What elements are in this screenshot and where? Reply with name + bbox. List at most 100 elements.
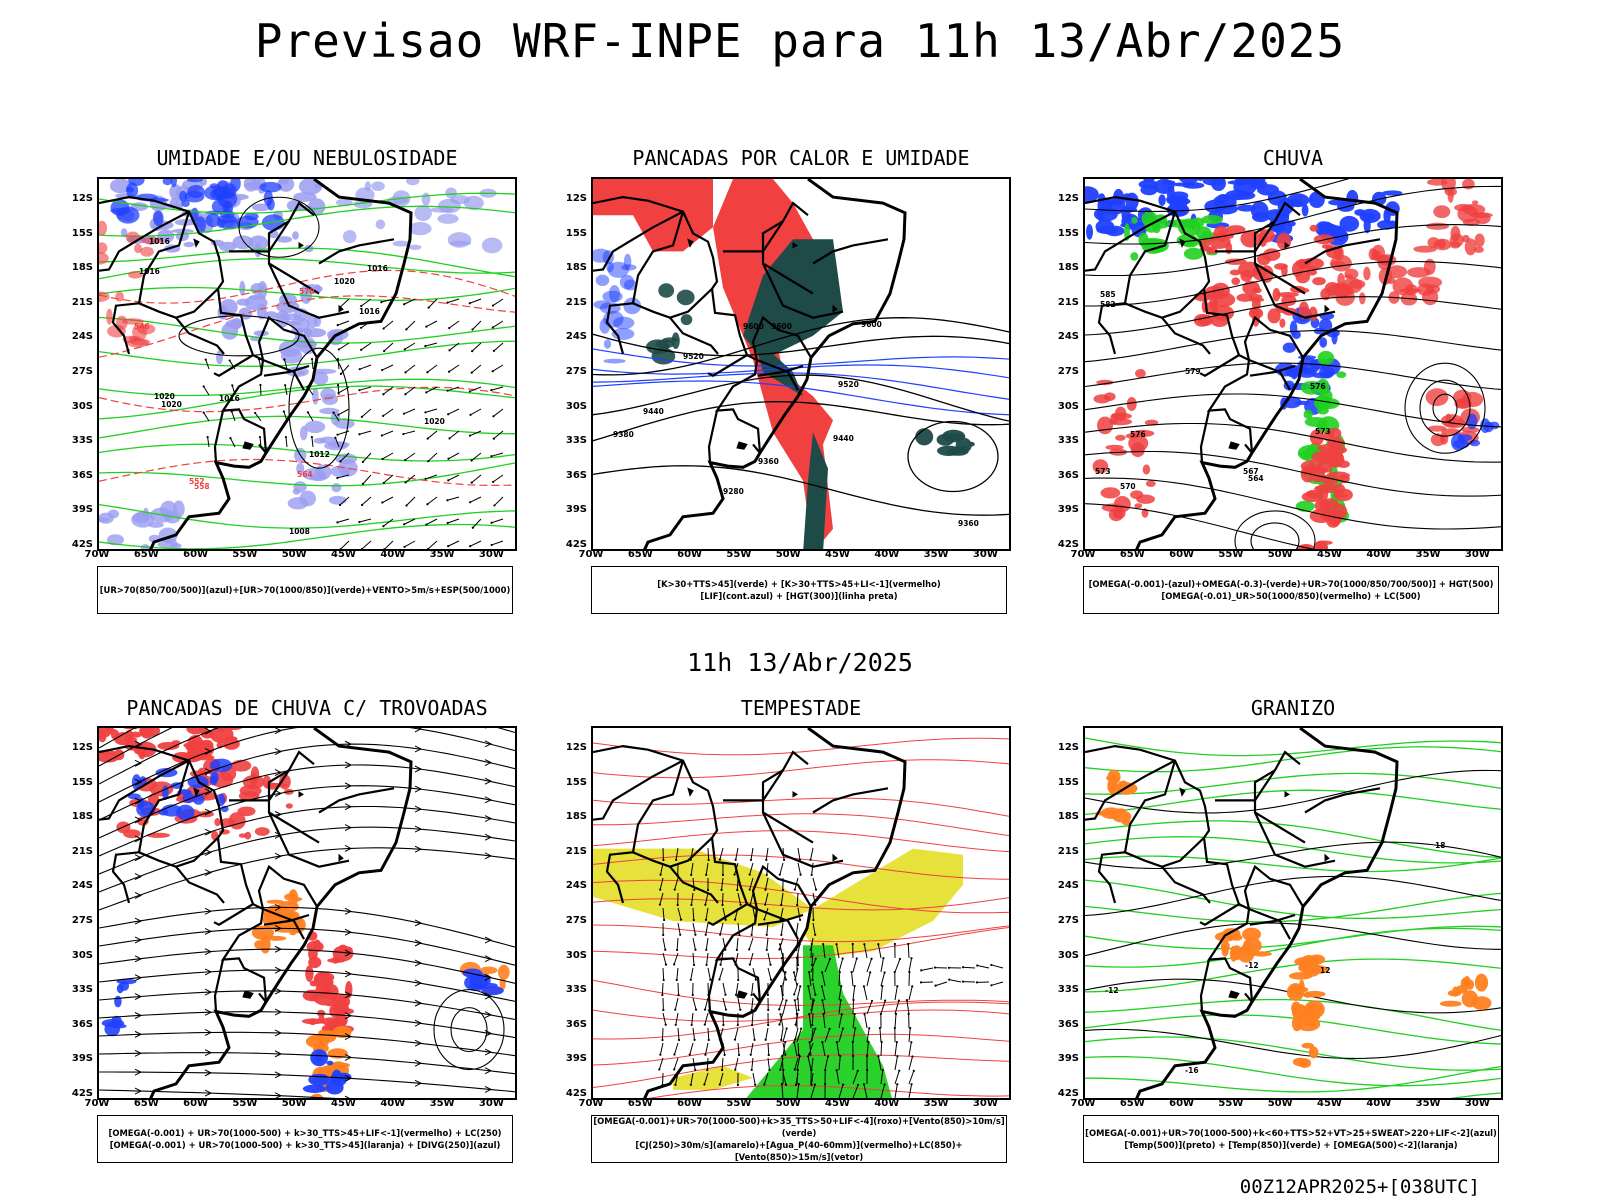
lat-tick-label: 15S [71,776,93,788]
lon-tick-label: 35W [429,549,455,560]
legend-pancadas-calor: [K>30+TTS>45](verde) + [K>30+TTS>45+LI<-… [591,566,1007,614]
svg-text:1020: 1020 [161,400,182,409]
lon-tick-label: 50W [281,549,307,560]
lat-tick-label: 36S [1057,469,1079,481]
lat-tick-label: 27S [565,366,587,377]
map-pancadas-calor: 9600 9520 9440 9360 9280 9600 9600 9520 9440 9360… [591,177,1011,551]
legend-umidade: [UR>70(850/700/500)](azul)+[UR>70(1000/8… [97,566,513,614]
lon-tick-label: 70W [1070,1098,1096,1109]
lon-tick-label: 30W [478,1098,504,1109]
lon-tick-label: 65W [627,549,653,560]
svg-text:9600: 9600 [861,320,882,329]
svg-text:-12: -12 [1105,986,1119,995]
lon-tick-label: 60W [1169,1098,1195,1109]
forecast-date-label: 11h 13/Abr/2025 [687,648,913,677]
lat-tick-label: 30S [1057,400,1079,412]
lat-tick-label: 39S [71,1053,93,1065]
lat-tick-label: 24S [71,880,93,892]
legend-line: [OMEGA(-0.001)-(azul)+OMEGA(-0.3)-(verde… [1088,579,1494,589]
lat-tick-label: 39S [565,1053,587,1065]
legend-chuva: [OMEGA(-0.001)-(azul)+OMEGA(-0.3)-(verde… [1083,566,1499,614]
lat-tick-label: 18S [71,811,93,823]
lon-tick-label: 30W [972,549,998,560]
lat-tick-label: 33S [1057,435,1079,447]
svg-text:1016: 1016 [139,267,160,276]
legend-line: [OMEGA(-0.001) + UR>70(1000-500) + k>30_… [109,1140,501,1150]
lat-tick-label: 30S [71,400,93,412]
svg-text:9520: 9520 [683,352,704,361]
lon-tick-label: 50W [775,549,801,560]
legend-granizo: [OMEGA(-0.001)+UR>70(1000-500)+k<60+TTS>… [1083,1115,1499,1163]
svg-text:573: 573 [1095,467,1111,476]
svg-text:1016: 1016 [149,237,170,246]
lon-tick-label: 35W [923,1098,949,1109]
lat-tick-label: 21S [1057,845,1079,857]
lat-tick-label: 39S [565,504,587,516]
map-umidade: 1016 1016 1020 1016 1016 1020 1020 1016 1012 1020… [97,177,517,551]
svg-text:567: 567 [1243,467,1259,476]
page-title: Previsao WRF-INPE para 11h 13/Abr/2025 [254,14,1346,68]
lon-tick-label: 55W [232,1098,258,1109]
svg-text:9360: 9360 [758,457,779,466]
map-plot-tempestade [593,728,1009,1098]
legend-line: [LIF](cont.azul) + [HGT(300)](linha pret… [700,591,898,601]
lat-tick-label: 33S [565,984,587,996]
lon-tick-label: 40W [1366,549,1392,560]
lat-tick-label: 15S [1057,776,1079,788]
lat-tick-label: 36S [565,1018,587,1030]
legend-trovoadas: [OMEGA(-0.001) + UR>70(1000-500) + k>30_… [97,1115,513,1163]
lat-tick-label: 24S [1057,331,1079,343]
lat-tick-label: 33S [71,984,93,996]
svg-text:585: 585 [1100,290,1116,299]
lat-tick-label: 27S [1057,915,1079,926]
lon-tick-label: 70W [1070,549,1096,560]
lat-tick-label: 18S [1057,262,1079,274]
lon-tick-label: 60W [677,1098,703,1109]
map-plot-granizo: -12 -12 -16 12 18 [1085,728,1501,1098]
lon-tick-label: 60W [1169,549,1195,560]
lon-tick-label: 35W [1415,1098,1441,1109]
lat-tick-label: 15S [565,227,587,239]
lat-tick-label: 36S [1057,1018,1079,1030]
map-trovoadas [97,726,517,1100]
lat-tick-label: 15S [565,776,587,788]
lat-tick-label: 27S [1057,366,1079,377]
lon-tick-label: 50W [1267,549,1293,560]
lat-tick-label: 18S [565,811,587,823]
svg-text:1012: 1012 [309,450,330,459]
lat-tick-label: 18S [71,262,93,274]
svg-text:9440: 9440 [643,407,664,416]
lat-tick-label: 21S [71,296,93,308]
svg-text:552: 552 [189,477,205,486]
lat-tick-label: 21S [71,845,93,857]
svg-text:-12: -12 [1245,961,1259,970]
lat-tick-label: 27S [565,915,587,926]
lat-tick-label: 33S [565,435,587,447]
lon-tick-label: 35W [1415,549,1441,560]
map-tempestade [591,726,1011,1100]
svg-text:579: 579 [1185,367,1201,376]
lat-tick-label: 27S [71,915,93,926]
lat-tick-label: 12S [565,742,587,753]
legend-line: [OMEGA(-0.001) + UR>70(1000-500) + k>30_… [108,1128,502,1138]
lon-tick-label: 35W [923,549,949,560]
lat-tick-label: 12S [71,193,93,204]
svg-text:570: 570 [1120,482,1136,491]
run-time-label: 00Z12APR2025+[038UTC] [1239,1176,1480,1198]
legend-tempestade: [OMEGA(-0.001)+UR>70(1000-500)+k>35_TTS>… [591,1115,1007,1163]
svg-text:546: 546 [134,322,150,331]
lon-tick-label: 45W [331,1098,356,1109]
panel-title-granizo: GRANIZO [1250,696,1336,720]
lat-tick-label: 18S [1057,811,1079,823]
lon-tick-label: 55W [232,549,258,560]
lat-tick-label: 12S [565,193,587,204]
lon-tick-label: 40W [874,1098,900,1109]
svg-text:1020: 1020 [424,417,445,426]
svg-text:9600: 9600 [743,322,764,331]
lat-tick-label: 21S [1057,296,1079,308]
lat-tick-label: 33S [71,435,93,447]
lon-tick-label: 70W [84,1098,110,1109]
svg-text:9380: 9380 [613,430,634,439]
lat-tick-label: 39S [71,504,93,516]
lon-tick-label: 45W [825,549,850,560]
